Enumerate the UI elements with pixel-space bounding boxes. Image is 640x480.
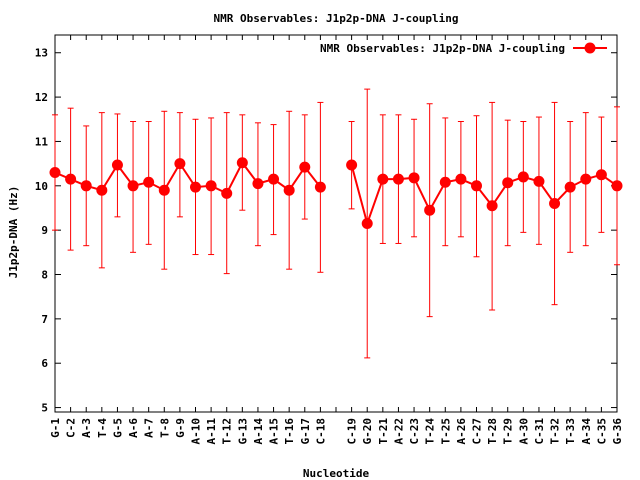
data-point bbox=[143, 176, 155, 188]
data-point bbox=[549, 198, 561, 210]
x-tick-label: G-20 bbox=[361, 418, 374, 445]
y-axis-label: J1p2p-DNA (Hz) bbox=[7, 186, 20, 279]
y-tick-label: 9 bbox=[41, 224, 48, 237]
data-point bbox=[190, 181, 201, 193]
x-tick-label: A-3 bbox=[80, 418, 93, 438]
x-tick-label: G-17 bbox=[299, 418, 312, 445]
y-tick-label: 13 bbox=[35, 47, 48, 60]
x-tick-label: A-30 bbox=[517, 418, 530, 445]
x-tick-label: G-1 bbox=[49, 418, 62, 438]
x-tick-label: C-35 bbox=[595, 418, 608, 445]
plot-frame bbox=[54, 34, 618, 413]
series-line bbox=[54, 160, 322, 195]
data-point bbox=[221, 187, 233, 199]
data-point bbox=[595, 169, 607, 181]
y-tick-label: 8 bbox=[41, 269, 48, 282]
data-point bbox=[580, 173, 592, 185]
data-point bbox=[424, 204, 436, 216]
x-tick-label: T-29 bbox=[502, 418, 515, 445]
data-point bbox=[564, 181, 576, 193]
data-point bbox=[283, 184, 295, 196]
x-tick-label: T-4 bbox=[96, 418, 109, 438]
data-point bbox=[127, 180, 139, 192]
x-tick-label: T-28 bbox=[486, 418, 499, 445]
x-tick-label: T-25 bbox=[439, 418, 452, 445]
data-point bbox=[361, 218, 373, 229]
x-tick-label: T-8 bbox=[158, 418, 171, 438]
x-axis-label: Nucleotide bbox=[303, 467, 370, 480]
data-point bbox=[252, 178, 264, 190]
legend: NMR Observables: J1p2p-DNA J-coupling bbox=[320, 42, 607, 55]
x-tick-label: A-14 bbox=[252, 418, 265, 445]
data-point bbox=[174, 158, 186, 170]
series-line bbox=[350, 164, 618, 227]
x-tick-label: A-15 bbox=[268, 418, 281, 445]
x-tick-label: A-34 bbox=[580, 418, 593, 445]
x-tick-label: C-31 bbox=[533, 418, 546, 445]
data-point bbox=[502, 177, 514, 189]
x-tick-label: T-32 bbox=[549, 418, 562, 445]
data-point bbox=[314, 181, 326, 193]
x-tick-label: A-6 bbox=[127, 418, 140, 438]
data-point bbox=[268, 173, 280, 185]
data-point bbox=[455, 173, 467, 185]
x-tick-label: T-33 bbox=[564, 418, 577, 445]
chart-title: NMR Observables: J1p2p-DNA J-coupling bbox=[213, 12, 458, 25]
x-tick-label: G-36 bbox=[611, 418, 624, 445]
x-tick-label: T-21 bbox=[377, 418, 390, 445]
data-point bbox=[111, 159, 123, 171]
data-point bbox=[611, 180, 623, 192]
data-point bbox=[533, 175, 545, 187]
x-tick-label: G-9 bbox=[174, 418, 187, 438]
legend-marker bbox=[584, 42, 596, 54]
data-point bbox=[96, 184, 108, 196]
data-point bbox=[158, 184, 170, 196]
x-tick-label: A-7 bbox=[143, 418, 156, 438]
data-point bbox=[205, 180, 217, 192]
x-tick-label: C-18 bbox=[314, 418, 327, 445]
data-point bbox=[517, 171, 529, 183]
data-point bbox=[80, 180, 92, 192]
x-tick-label: G-5 bbox=[111, 418, 124, 438]
x-tick-label: C-27 bbox=[471, 418, 484, 445]
legend-label: NMR Observables: J1p2p-DNA J-coupling bbox=[320, 42, 565, 55]
x-tick-label: C-19 bbox=[346, 418, 359, 445]
data-point bbox=[439, 176, 451, 188]
y-tick-label: 6 bbox=[41, 357, 48, 370]
data-point bbox=[65, 173, 77, 185]
x-tick-label: C-2 bbox=[65, 418, 78, 438]
data-point bbox=[471, 180, 482, 192]
data-point bbox=[299, 161, 311, 173]
x-tick-label: T-16 bbox=[283, 418, 296, 445]
x-tick-label: C-23 bbox=[408, 418, 421, 445]
x-tick-label: A-11 bbox=[205, 418, 218, 445]
x-tick-label: G-13 bbox=[236, 418, 249, 445]
data-point bbox=[346, 159, 358, 171]
y-tick-label: 10 bbox=[35, 180, 48, 193]
y-tick-label: 11 bbox=[35, 135, 49, 148]
x-tick-label: T-12 bbox=[221, 418, 234, 445]
data-point bbox=[236, 157, 248, 169]
y-tick-label: 7 bbox=[41, 313, 48, 326]
data-point bbox=[377, 173, 389, 185]
data-point bbox=[392, 173, 404, 185]
x-tick-label: A-22 bbox=[392, 418, 405, 445]
data-point bbox=[408, 172, 420, 184]
x-tick-label: T-24 bbox=[424, 418, 437, 445]
y-tick-label: 12 bbox=[35, 91, 48, 104]
y-tick-label: 5 bbox=[41, 402, 48, 415]
x-tick-label: A-26 bbox=[455, 418, 468, 445]
data-point bbox=[49, 166, 61, 178]
data-point bbox=[486, 200, 498, 212]
x-tick-label: A-10 bbox=[190, 418, 203, 445]
